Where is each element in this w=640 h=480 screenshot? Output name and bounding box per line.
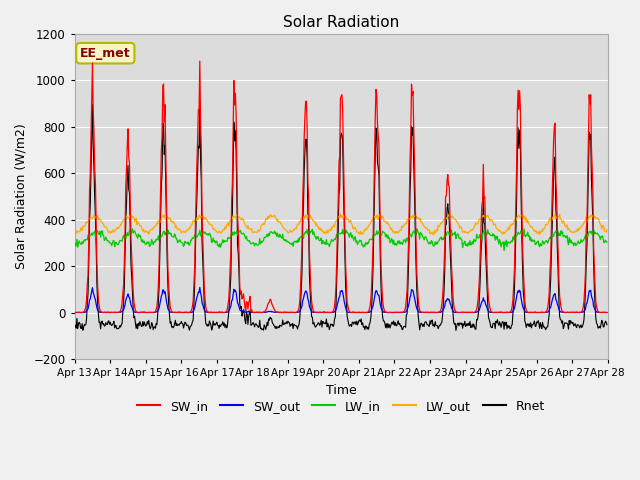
Legend: SW_in, SW_out, LW_in, LW_out, Rnet: SW_in, SW_out, LW_in, LW_out, Rnet [132,395,550,418]
X-axis label: Time: Time [326,384,356,396]
Text: EE_met: EE_met [80,47,131,60]
Title: Solar Radiation: Solar Radiation [283,15,399,30]
Y-axis label: Solar Radiation (W/m2): Solar Radiation (W/m2) [15,123,28,269]
